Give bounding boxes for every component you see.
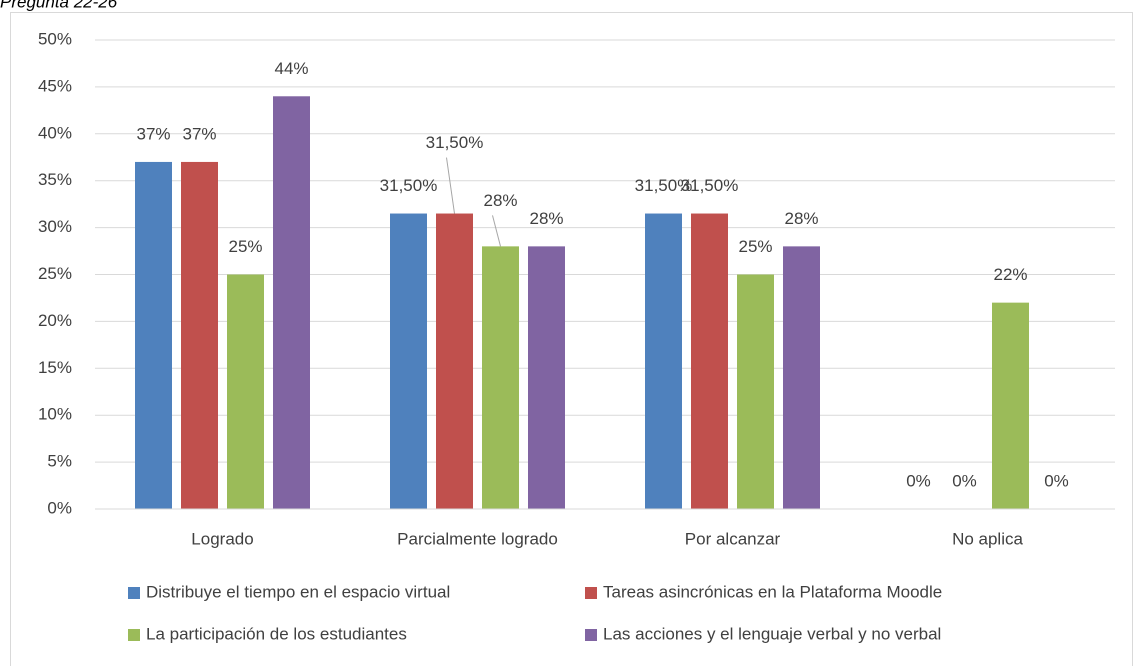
data-label: 37% (136, 124, 170, 143)
x-tick-label: Por alcanzar (685, 529, 781, 548)
data-label: 31,50% (681, 176, 739, 195)
data-label: 37% (182, 124, 216, 143)
legend-swatch (128, 587, 140, 599)
bar (436, 213, 473, 509)
y-tick-label: 0% (47, 498, 72, 517)
data-label: 31,50% (426, 133, 484, 152)
legend-swatch (585, 629, 597, 641)
y-tick-label: 50% (38, 29, 72, 48)
bar (645, 213, 682, 509)
data-label: 0% (952, 471, 977, 490)
bar (181, 161, 218, 509)
leader-line (446, 157, 455, 214)
data-label: 28% (483, 191, 517, 210)
x-tick-label: Parcialmente logrado (397, 529, 558, 548)
data-label: 25% (228, 237, 262, 256)
data-label: 0% (906, 471, 931, 490)
data-label: 31,50% (635, 176, 693, 195)
data-label: 22% (993, 265, 1027, 284)
y-tick-label: 10% (38, 405, 72, 424)
legend-label: Tareas asincrónicas en la Plataforma Moo… (603, 582, 942, 601)
data-label: 31,50% (380, 176, 438, 195)
chart-title: Pregunta 22-26 (0, 0, 118, 11)
data-label: 0% (1044, 471, 1069, 490)
data-label: 25% (738, 237, 772, 256)
bar (992, 302, 1029, 509)
bar (528, 246, 565, 510)
y-tick-label: 30% (38, 217, 72, 236)
x-tick-label: No aplica (952, 529, 1023, 548)
y-tick-label: 35% (38, 170, 72, 189)
bar (737, 274, 774, 509)
y-tick-label: 40% (38, 123, 72, 142)
bar (482, 246, 519, 510)
bar (273, 96, 310, 509)
y-tick-label: 20% (38, 311, 72, 330)
bar (691, 213, 728, 509)
data-label: 28% (784, 209, 818, 228)
chart-frame (10, 12, 1133, 666)
leader-line (492, 215, 501, 247)
legend-label: La participación de los estudiantes (146, 624, 407, 643)
y-tick-label: 15% (38, 358, 72, 377)
y-tick-label: 5% (47, 452, 72, 471)
x-tick-label: Logrado (191, 529, 253, 548)
bar (390, 213, 427, 509)
data-label: 44% (274, 59, 308, 78)
legend-label: Las acciones y el lenguaje verbal y no v… (603, 624, 941, 643)
bar (227, 274, 264, 509)
bar (783, 246, 820, 510)
data-label: 28% (529, 209, 563, 228)
y-tick-label: 25% (38, 264, 72, 283)
legend-label: Distribuye el tiempo en el espacio virtu… (146, 582, 450, 601)
bar (135, 161, 172, 509)
legend-swatch (585, 587, 597, 599)
y-tick-label: 45% (38, 76, 72, 95)
legend-swatch (128, 629, 140, 641)
